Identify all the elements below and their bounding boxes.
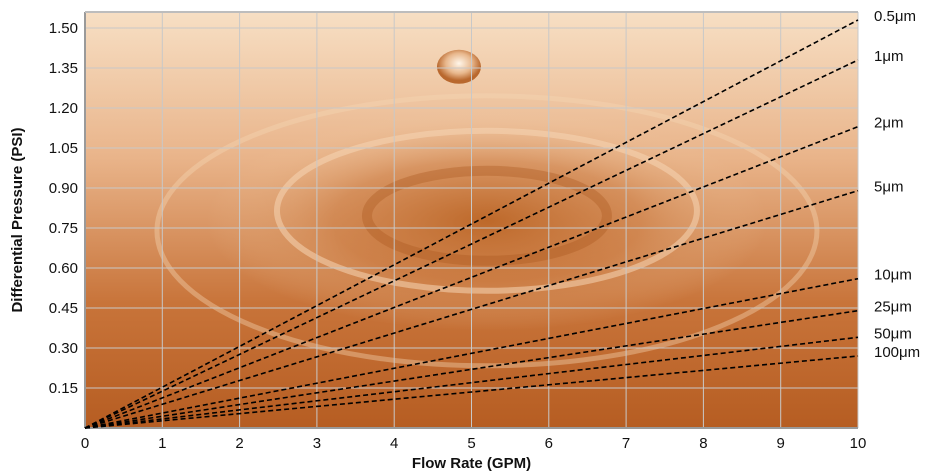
series-line (84, 309, 859, 429)
x-tick-label: 0 (81, 435, 89, 452)
series-line (84, 277, 859, 429)
y-tick-label: 0.75 (49, 220, 78, 237)
series-label: 2μm (874, 115, 903, 132)
series-line (84, 19, 859, 429)
y-tick-label: 0.90 (49, 180, 78, 197)
series-line (84, 189, 859, 429)
series-lines (84, 19, 859, 429)
series-labels: 0.5μm 1μm 2μm 5μm 10μm 25μm 50μm 100μm (874, 8, 920, 361)
x-tick-label: 8 (699, 435, 707, 452)
y-tick-label: 1.20 (49, 100, 78, 117)
x-tick-label: 1 (158, 435, 166, 452)
y-axis-title: Differential Pressure (PSI) (9, 127, 26, 312)
y-tick-label: 1.50 (49, 20, 78, 37)
y-tick-label: 1.05 (49, 140, 78, 157)
ripple-ring (206, 110, 767, 331)
y-tick-label: 0.15 (49, 380, 78, 397)
x-tick-label: 2 (235, 435, 243, 452)
ripple-ring (361, 165, 612, 266)
y-tick-labels: 0.15 0.30 0.45 0.60 0.75 0.90 1.05 1.20 1.35 1.50 (49, 20, 78, 397)
series-label: 10μm (874, 267, 912, 284)
x-tick-label: 7 (622, 435, 630, 452)
series-label: 25μm (874, 299, 912, 316)
axes (84, 11, 858, 429)
series-line (84, 59, 859, 429)
ripple-ring (273, 127, 700, 294)
series-label: 1μm (874, 48, 903, 65)
x-tick-label: 9 (777, 435, 785, 452)
x-tick-label: 4 (390, 435, 398, 452)
series-line (84, 336, 859, 429)
x-axis-title: Flow Rate (GPM) (412, 455, 531, 472)
ripple-ring (154, 93, 820, 369)
x-tick-label: 6 (545, 435, 553, 452)
y-tick-label: 0.60 (49, 260, 78, 277)
series-label: 0.5μm (874, 8, 916, 25)
x-tick-label: 10 (850, 435, 867, 452)
y-tick-label: 0.45 (49, 300, 78, 317)
water-drop (436, 49, 481, 84)
series-label: 50μm (874, 325, 912, 342)
series-line (84, 125, 859, 429)
series-label: 5μm (874, 179, 903, 196)
x-tick-label: 3 (313, 435, 321, 452)
y-tick-label: 0.30 (49, 340, 78, 357)
y-tick-label: 1.35 (49, 60, 78, 77)
x-tick-label: 5 (467, 435, 475, 452)
series-line (84, 355, 859, 429)
series-label: 100μm (874, 344, 920, 361)
x-tick-labels: 0 1 2 3 4 5 6 7 8 9 10 (81, 435, 867, 452)
